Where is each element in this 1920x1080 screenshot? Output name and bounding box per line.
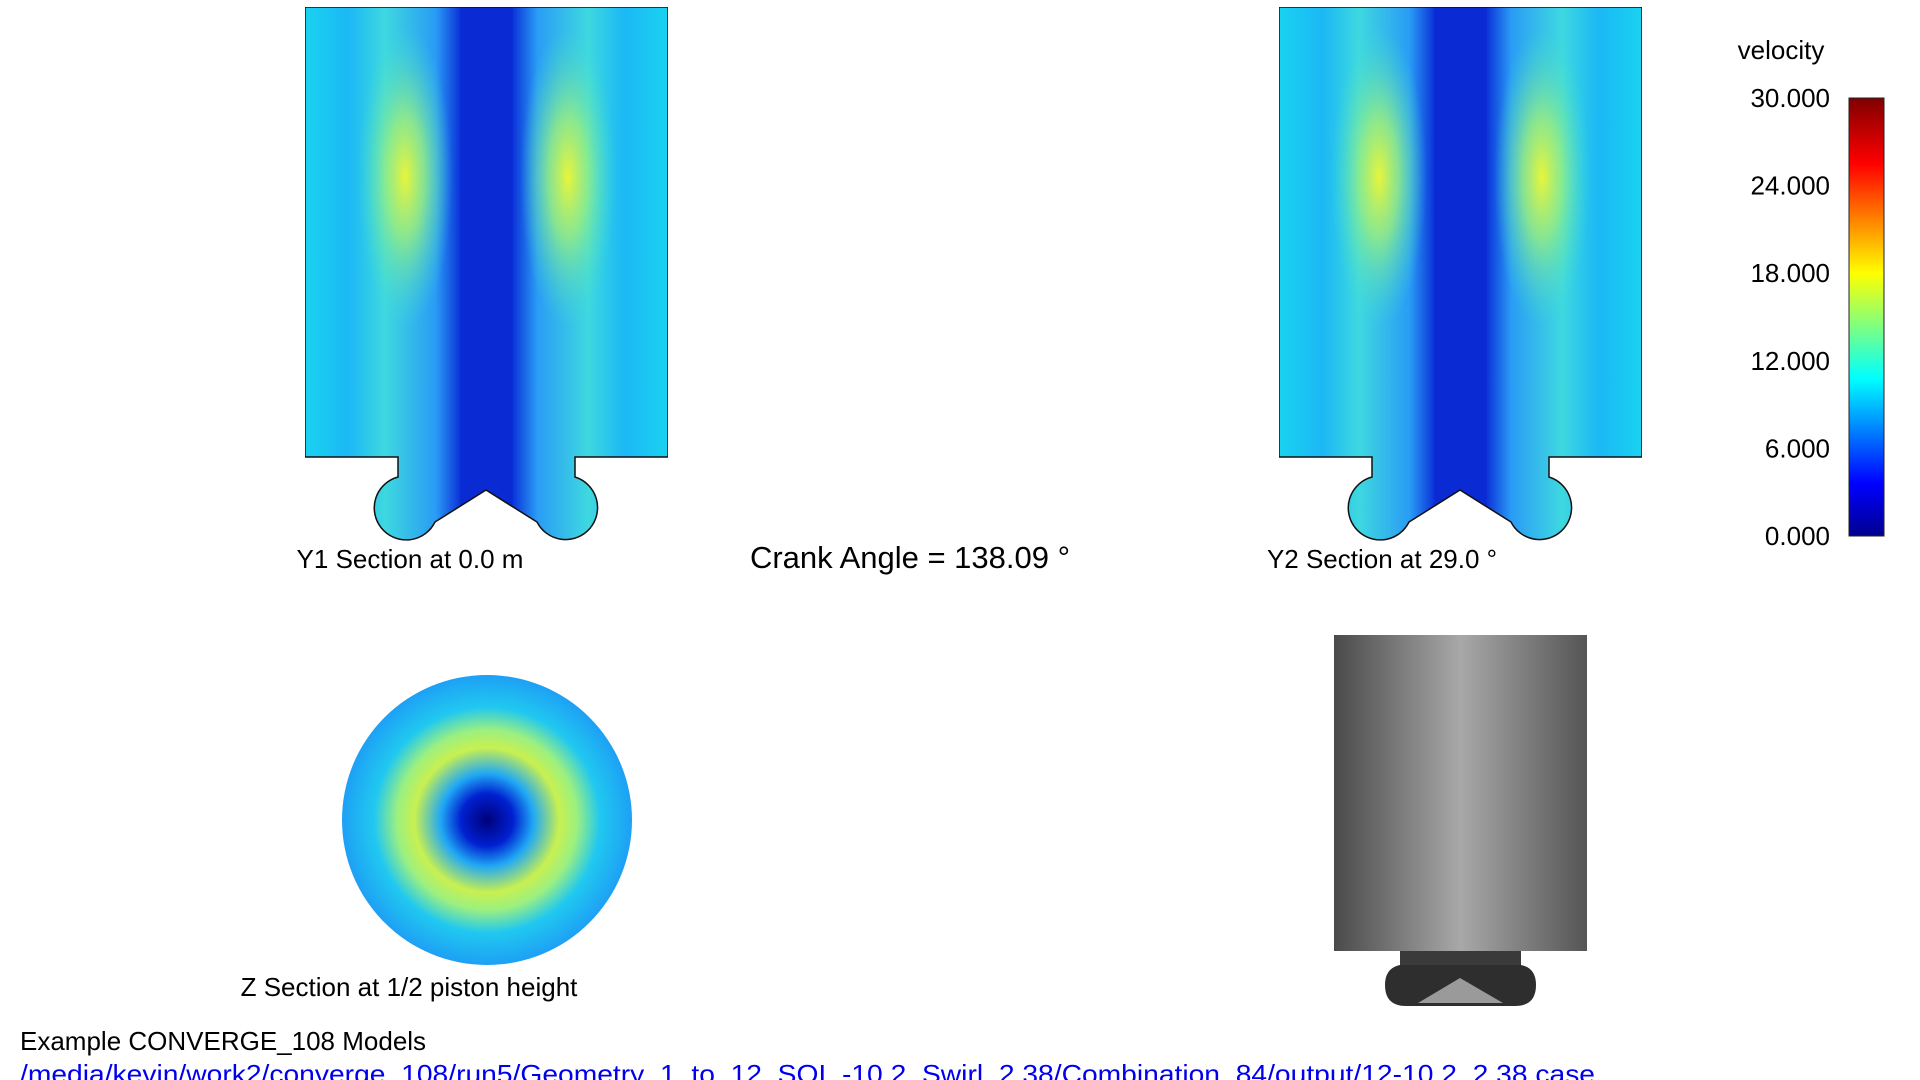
colorbar <box>1848 97 1885 537</box>
y2-section-plot <box>1279 7 1642 543</box>
colorbar-tick-label: 24.000 <box>1750 171 1830 201</box>
colorbar-tick-label: 18.000 <box>1750 258 1830 288</box>
y1-section-plot <box>305 7 668 543</box>
colorbar-title: velocity <box>1738 35 1825 65</box>
colorbar-tick-label: 6.000 <box>1765 433 1830 463</box>
case-path: /media/kevin/work2/converge_108/run5/Geo… <box>20 1059 1595 1080</box>
y2-section-label: Y2 Section at 29.0 ° <box>1267 544 1497 574</box>
colorbar-tick-label: 30.000 <box>1750 83 1830 113</box>
colorbar-ticks: 30.000 24.000 18.000 12.000 6.000 0.000 <box>1750 83 1830 551</box>
colorbar-tick-label: 12.000 <box>1750 346 1830 376</box>
z-section-label: Z Section at 1/2 piston height <box>241 972 579 1002</box>
piston-geometry <box>1334 635 1587 1006</box>
z-section-plot <box>342 675 632 965</box>
colorbar-tick-label: 0.000 <box>1765 521 1830 551</box>
y1-section-label: Y1 Section at 0.0 m <box>297 544 524 574</box>
footer-title: Example CONVERGE_108 Models <box>20 1026 426 1056</box>
crank-angle: Crank Angle = 138.09 ° <box>750 540 1070 575</box>
